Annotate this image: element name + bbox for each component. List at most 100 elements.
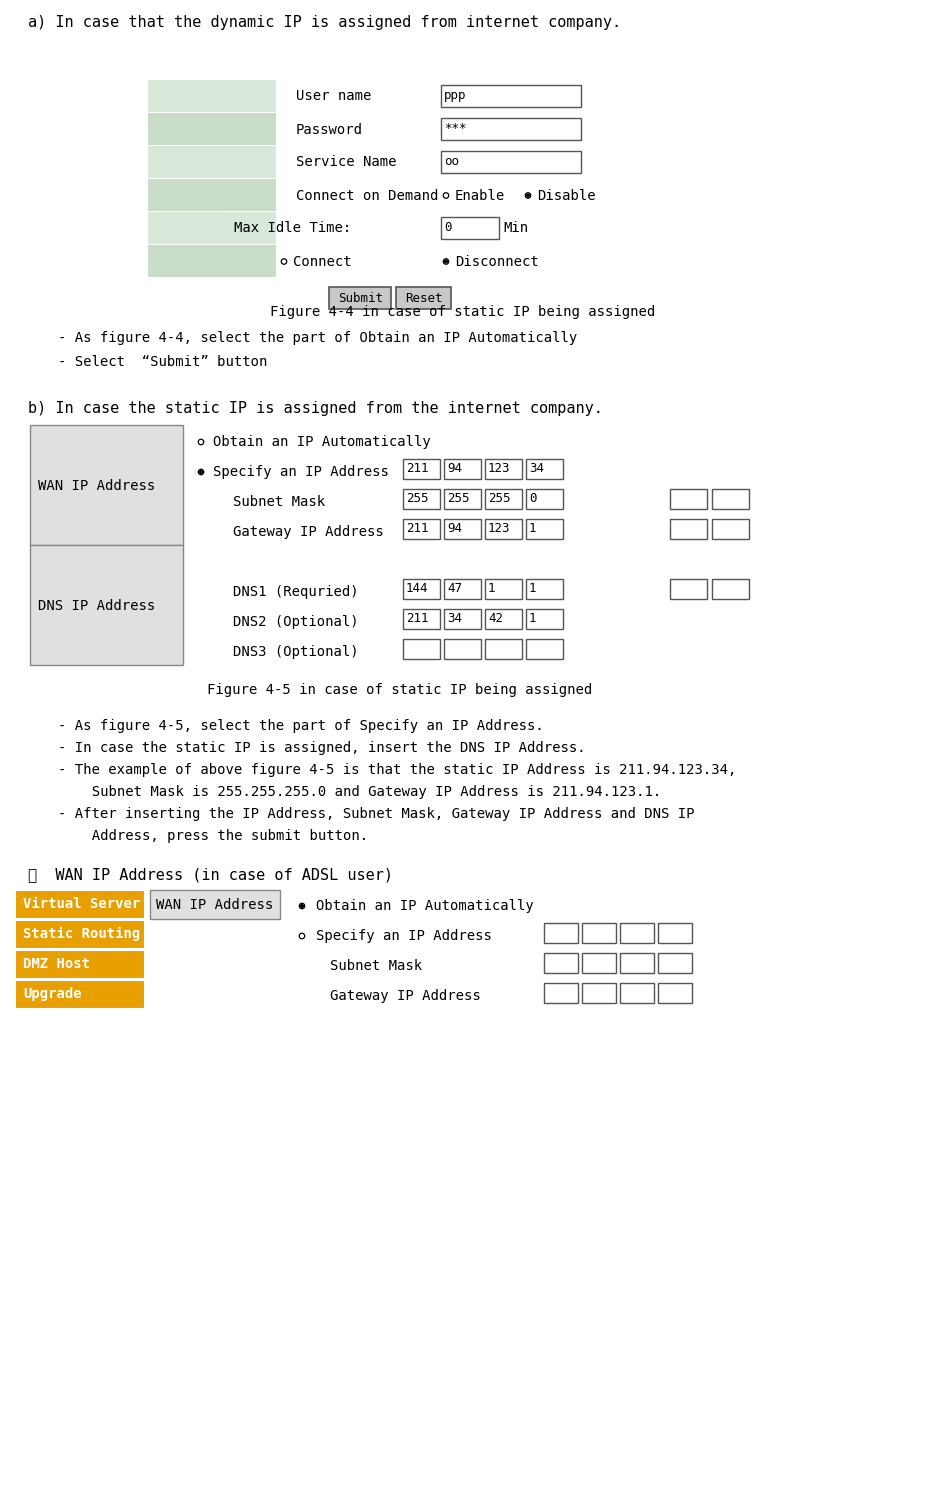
Text: ***: *** xyxy=(444,122,466,135)
Text: Gateway IP Address: Gateway IP Address xyxy=(330,990,481,1003)
Text: Virtual Server: Virtual Server xyxy=(23,896,140,911)
Text: Upgrade: Upgrade xyxy=(23,987,82,1002)
Text: Figure 4-4 in case of static IP being assigned: Figure 4-4 in case of static IP being as… xyxy=(271,305,655,319)
Bar xyxy=(658,954,692,973)
Text: User name: User name xyxy=(296,90,372,104)
Text: - In case the static IP is assigned, insert the DNS IP Address.: - In case the static IP is assigned, ins… xyxy=(58,741,586,755)
Text: DNS3 (Optional): DNS3 (Optional) xyxy=(233,645,359,659)
Text: ppp: ppp xyxy=(444,89,466,102)
Bar xyxy=(441,84,581,107)
Text: 211: 211 xyxy=(406,522,428,535)
Bar xyxy=(403,459,440,478)
Bar xyxy=(582,923,616,943)
Text: 94: 94 xyxy=(447,522,462,535)
Text: Min: Min xyxy=(503,221,528,236)
Bar xyxy=(658,984,692,1003)
Text: 211: 211 xyxy=(406,612,428,626)
Bar xyxy=(441,217,499,239)
Text: 47: 47 xyxy=(447,582,462,596)
Bar xyxy=(544,984,578,1003)
Text: Reset: Reset xyxy=(405,292,443,304)
Bar xyxy=(148,245,276,277)
Text: Obtain an IP Automatically: Obtain an IP Automatically xyxy=(316,899,534,913)
Bar xyxy=(582,954,616,973)
Text: - The example of above figure 4-5 is that the static IP Address is 211.94.123.34: - The example of above figure 4-5 is tha… xyxy=(58,763,736,778)
Text: Static Routing: Static Routing xyxy=(23,926,140,942)
Text: Obtain an IP Automatically: Obtain an IP Automatically xyxy=(213,435,431,450)
Bar xyxy=(485,519,522,538)
Bar xyxy=(15,890,145,919)
Circle shape xyxy=(527,194,529,197)
Text: Gateway IP Address: Gateway IP Address xyxy=(233,525,384,538)
Bar xyxy=(403,489,440,508)
Bar xyxy=(148,212,276,244)
Bar xyxy=(526,489,563,508)
Bar xyxy=(30,426,183,544)
Text: Max Idle Time:: Max Idle Time: xyxy=(234,221,351,236)
Text: - After inserting the IP Address, Subnet Mask, Gateway IP Address and DNS IP: - After inserting the IP Address, Subnet… xyxy=(58,808,694,821)
Bar xyxy=(403,609,440,629)
Text: Address, press the submit button.: Address, press the submit button. xyxy=(75,829,368,844)
Bar xyxy=(444,609,481,629)
Text: Disconnect: Disconnect xyxy=(455,256,539,269)
Bar xyxy=(148,80,276,111)
Bar xyxy=(148,113,276,144)
Bar xyxy=(620,984,654,1003)
Bar xyxy=(397,287,451,308)
Text: 255: 255 xyxy=(488,492,511,505)
Text: DMZ Host: DMZ Host xyxy=(23,957,90,972)
Bar xyxy=(620,923,654,943)
Text: DNS IP Address: DNS IP Address xyxy=(38,599,155,614)
Text: Subnet Mask: Subnet Mask xyxy=(233,495,325,508)
Text: 211: 211 xyxy=(406,463,428,475)
Text: Password: Password xyxy=(296,122,363,137)
Text: Subnet Mask is 255.255.255.0 and Gateway IP Address is 211.94.123.1.: Subnet Mask is 255.255.255.0 and Gateway… xyxy=(75,785,661,799)
Text: Connect on Demand: Connect on Demand xyxy=(296,188,438,203)
Text: 34: 34 xyxy=(529,463,544,475)
Bar xyxy=(485,459,522,478)
Bar xyxy=(670,519,707,538)
Bar xyxy=(150,890,280,919)
Text: 0: 0 xyxy=(529,492,537,505)
Bar xyxy=(526,519,563,538)
Text: - As figure 4-4, select the part of Obtain an IP Automatically: - As figure 4-4, select the part of Obta… xyxy=(58,331,578,344)
Text: Disable: Disable xyxy=(537,190,596,203)
Bar xyxy=(670,579,707,599)
Text: Service Name: Service Name xyxy=(296,155,397,170)
Text: 34: 34 xyxy=(447,612,462,626)
Text: - As figure 4-5, select the part of Specify an IP Address.: - As figure 4-5, select the part of Spec… xyxy=(58,719,544,732)
Text: 255: 255 xyxy=(447,492,469,505)
Bar xyxy=(329,287,391,308)
Text: oo: oo xyxy=(444,155,459,168)
Bar xyxy=(444,639,481,659)
Text: Figure 4-5 in case of static IP being assigned: Figure 4-5 in case of static IP being as… xyxy=(208,683,592,696)
Text: 1: 1 xyxy=(488,582,496,596)
Bar xyxy=(148,146,276,177)
Bar xyxy=(526,639,563,659)
Bar xyxy=(148,179,276,211)
Bar xyxy=(403,579,440,599)
Bar xyxy=(30,544,183,665)
Bar xyxy=(544,954,578,973)
Bar xyxy=(485,609,522,629)
Text: Specify an IP Address: Specify an IP Address xyxy=(316,929,492,943)
Bar xyxy=(712,579,749,599)
Bar xyxy=(403,519,440,538)
Bar xyxy=(441,117,581,140)
Text: 1: 1 xyxy=(529,522,537,535)
Bar xyxy=(15,951,145,979)
Text: Submit: Submit xyxy=(338,292,383,304)
Bar xyxy=(485,489,522,508)
Text: WAN IP Address: WAN IP Address xyxy=(156,898,273,911)
Text: Connect: Connect xyxy=(293,256,351,269)
Bar xyxy=(526,579,563,599)
Text: a) In case that the dynamic IP is assigned from internet company.: a) In case that the dynamic IP is assign… xyxy=(28,15,621,30)
Text: 42: 42 xyxy=(488,612,503,626)
Bar xyxy=(526,459,563,478)
Bar xyxy=(444,519,481,538)
Text: 94: 94 xyxy=(447,463,462,475)
Text: ⑥  WAN IP Address (in case of ADSL user): ⑥ WAN IP Address (in case of ADSL user) xyxy=(28,866,393,881)
Bar xyxy=(526,609,563,629)
Bar xyxy=(582,984,616,1003)
Bar xyxy=(658,923,692,943)
